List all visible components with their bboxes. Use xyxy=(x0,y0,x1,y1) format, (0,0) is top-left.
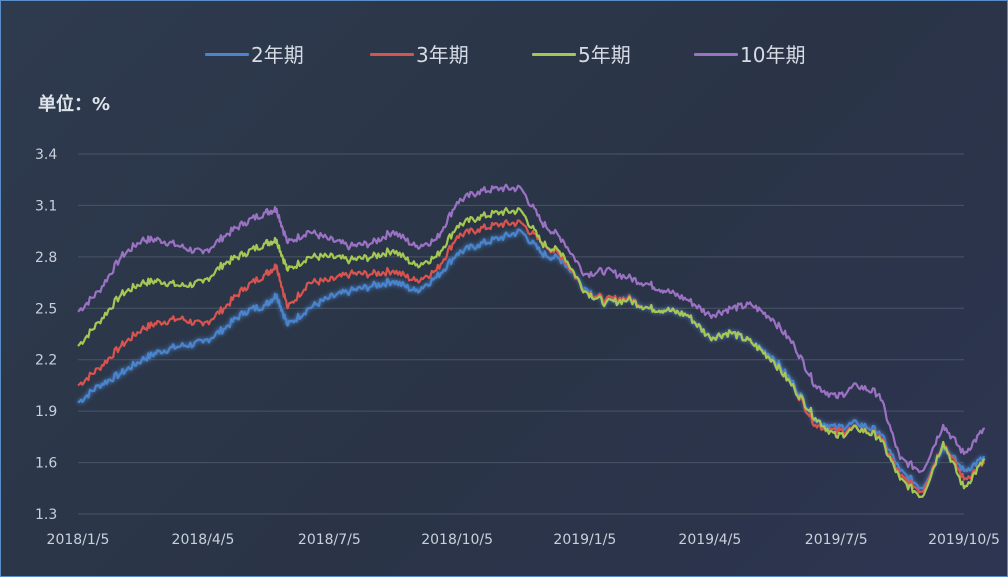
series-line-1 xyxy=(77,228,985,490)
legend-label-10y: 10年期 xyxy=(740,43,806,67)
x-tick-label: 2019/1/5 xyxy=(553,532,616,548)
legend-swatch-2y xyxy=(205,53,249,56)
x-tick-label: 2018/1/5 xyxy=(47,532,110,548)
x-axis-ticks: 2018/1/5 2018/4/5 2018/7/5 2018/10/5 2019/1/… xyxy=(47,532,1000,548)
unit-label: 单位：% xyxy=(38,94,111,115)
y-axis-ticks: 3.4 3.1 2.8 2.5 2.2 1.9 1.6 1.3 xyxy=(35,147,57,523)
x-tick-label: 2019/4/5 xyxy=(678,532,741,548)
x-tick-label: 2018/7/5 xyxy=(298,532,361,548)
x-tick-label: 2019/10/5 xyxy=(928,532,1000,548)
y-tick-label: 2.2 xyxy=(35,353,57,369)
legend: 2年期 3年期 5年期 10年期 xyxy=(0,40,1008,70)
y-tick-label: 2.8 xyxy=(35,250,57,266)
legend-swatch-5y xyxy=(532,53,576,56)
y-tick-label: 2.5 xyxy=(35,301,57,317)
series-line-3 xyxy=(77,207,986,499)
legend-label-5y: 5年期 xyxy=(578,43,631,67)
series-line-2 xyxy=(77,219,985,494)
y-tick-label: 1.6 xyxy=(35,456,57,472)
legend-swatch-10y xyxy=(694,53,738,56)
x-tick-label: 2019/7/5 xyxy=(805,532,868,548)
grid-lines xyxy=(78,153,964,515)
series-lines xyxy=(77,183,986,499)
legend-label-2y: 2年期 xyxy=(251,43,304,67)
x-tick-label: 2018/4/5 xyxy=(172,532,235,548)
legend-label-3y: 3年期 xyxy=(416,43,469,67)
y-tick-label: 3.1 xyxy=(35,198,57,214)
x-tick-label: 2018/10/5 xyxy=(421,532,493,548)
y-tick-label: 1.3 xyxy=(35,507,57,523)
legend-swatch-3y xyxy=(370,53,414,56)
y-tick-label: 1.9 xyxy=(35,404,57,420)
series-line-4 xyxy=(77,183,986,474)
y-tick-label: 3.4 xyxy=(35,147,57,163)
